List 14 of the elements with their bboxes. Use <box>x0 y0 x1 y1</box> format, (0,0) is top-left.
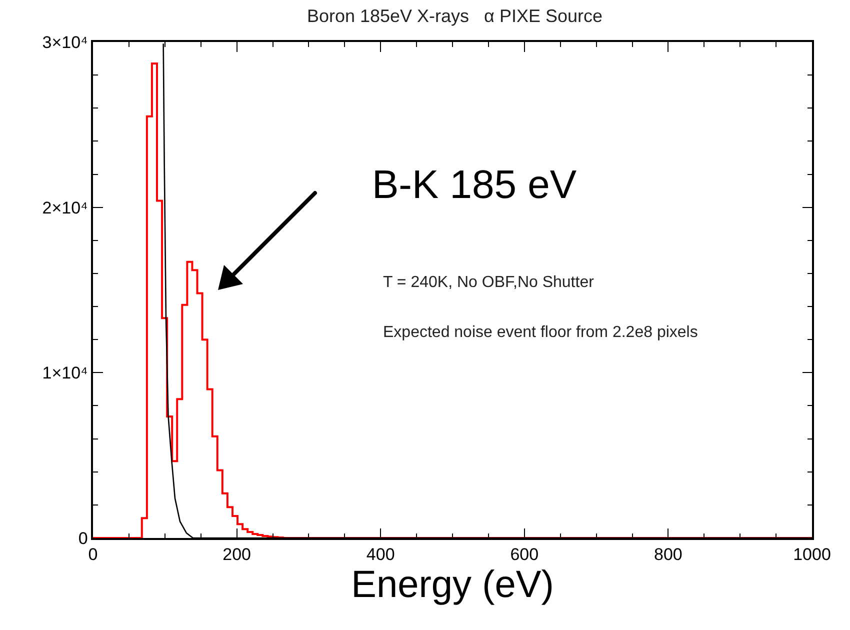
y-tick-label: 0 <box>78 528 88 548</box>
y-tick-label: 2×10⁴ <box>42 198 88 218</box>
annotation: T = 240K, No OBF,No Shutter <box>383 274 595 291</box>
y-tick-label: 3×10⁴ <box>42 32 88 52</box>
x-tick-label: 400 <box>366 545 395 564</box>
y-tick-label: 1×10⁴ <box>42 364 88 383</box>
chart-title: Boron 185eV X-rays α PIXE Source <box>306 6 603 26</box>
annotation: B-K 185 eV <box>372 163 577 207</box>
x-tick-label: 1000 <box>793 545 831 564</box>
annotation: Expected noise event floor from 2.2e8 pixels <box>383 324 698 341</box>
x-tick-label: 600 <box>510 545 539 564</box>
x-tick-label: 800 <box>654 545 682 564</box>
x-tick-label: 200 <box>222 545 251 564</box>
x-axis-title: Energy (eV) <box>351 564 554 606</box>
